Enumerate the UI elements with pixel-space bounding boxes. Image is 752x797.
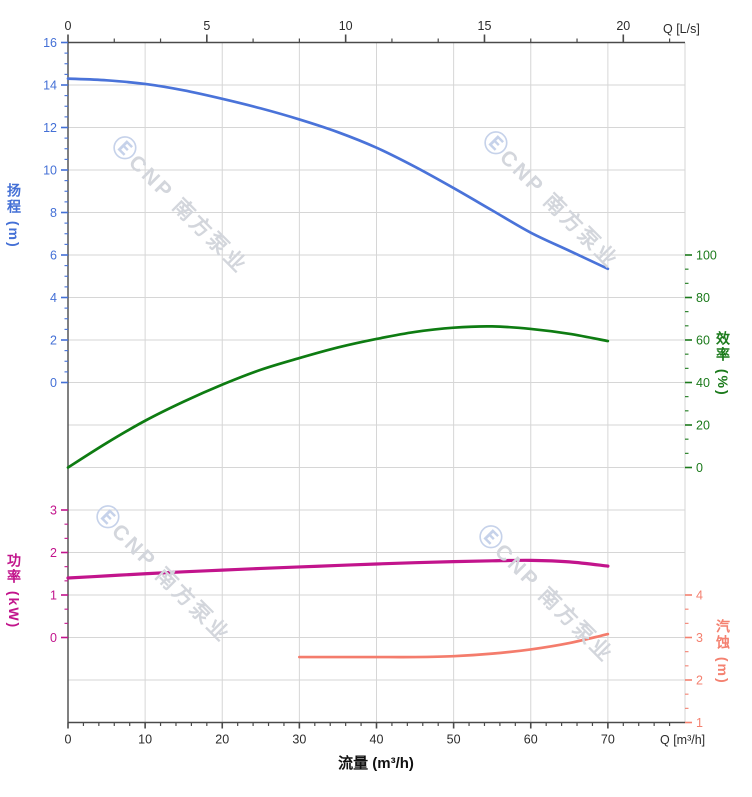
svg-text:6: 6 [50, 248, 57, 262]
svg-text:10: 10 [43, 163, 57, 177]
svg-text:8: 8 [50, 206, 57, 220]
head-axis-title: 扬程 (m) [6, 183, 22, 249]
svg-text:3: 3 [696, 631, 703, 645]
bottom-axis-unit-label: Q [m³/h] [660, 733, 706, 747]
svg-text:0: 0 [50, 376, 57, 390]
svg-text:0: 0 [50, 631, 57, 645]
svg-text:20: 20 [616, 19, 630, 33]
svg-text:1: 1 [50, 588, 57, 602]
top-axis-unit-label: Q [L/s] [663, 22, 700, 36]
svg-text:40: 40 [696, 376, 710, 390]
svg-text:20: 20 [696, 418, 710, 432]
svg-text:60: 60 [696, 333, 710, 347]
svg-text:3: 3 [50, 503, 57, 517]
power-axis-title: 功率 (kW) [6, 553, 22, 630]
svg-text:70: 70 [601, 733, 615, 747]
svg-text:10: 10 [138, 733, 152, 747]
svg-text:15: 15 [478, 19, 492, 33]
svg-text:2: 2 [50, 333, 57, 347]
svg-text:0: 0 [65, 19, 72, 33]
svg-text:2: 2 [696, 673, 703, 687]
svg-text:40: 40 [370, 733, 384, 747]
svg-text:100: 100 [696, 248, 717, 262]
npsh-axis-title: 汽蚀 (m) [715, 619, 731, 685]
svg-text:4: 4 [50, 291, 57, 305]
npsh-curve [298, 632, 610, 659]
svg-text:12: 12 [43, 121, 57, 135]
svg-text:2: 2 [50, 546, 57, 560]
svg-text:0: 0 [696, 461, 703, 475]
svg-text:10: 10 [339, 19, 353, 33]
efficiency-curve [66, 325, 610, 469]
svg-text:0: 0 [65, 733, 72, 747]
svg-text:4: 4 [696, 588, 703, 602]
svg-text:60: 60 [524, 733, 538, 747]
svg-text:1: 1 [696, 716, 703, 730]
svg-text:50: 50 [447, 733, 461, 747]
flow-axis-title: 流量 (m³/h) [338, 755, 414, 772]
power-curve [66, 558, 610, 580]
svg-text:16: 16 [43, 36, 57, 50]
svg-text:5: 5 [203, 19, 210, 33]
svg-text:20: 20 [215, 733, 229, 747]
svg-text:14: 14 [43, 78, 57, 92]
svg-text:80: 80 [696, 291, 710, 305]
svg-text:30: 30 [292, 733, 306, 747]
efficiency-axis-title: 效率 (%) [715, 331, 731, 397]
head-curve [66, 77, 610, 271]
